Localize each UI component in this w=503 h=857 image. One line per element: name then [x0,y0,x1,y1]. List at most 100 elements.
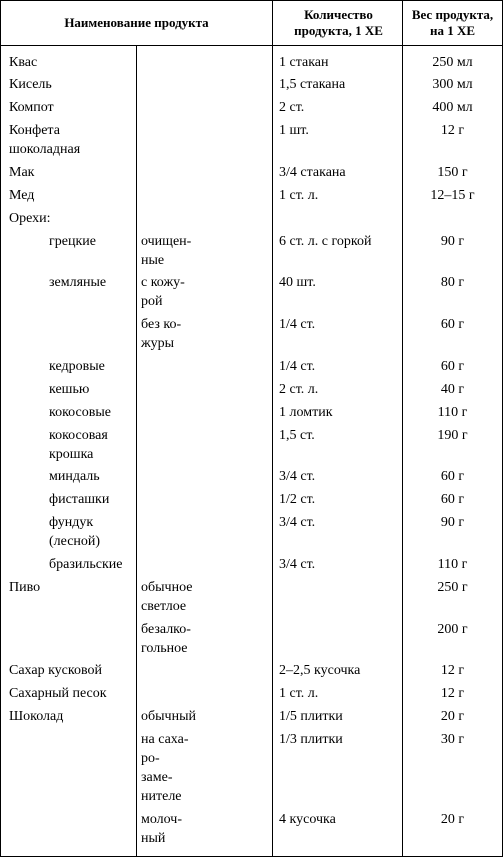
cell-name-b [137,512,273,554]
cell-weight: 250 г [403,577,503,619]
cell-qty: 1 ломтик [273,402,403,425]
header-weight: Вес продукта, на 1 ХЕ [403,1,503,46]
cell-name-a: бразильские [1,554,137,577]
cell-qty: 1,5 стакана [273,74,403,97]
table-row: кедровые 1/4 ст.60 г [1,356,503,379]
cell-weight: 110 г [403,402,503,425]
cell-name-b [137,402,273,425]
cell-qty: 1 стакан [273,52,403,75]
table-row: кешью 2 ст. л.40 г [1,379,503,402]
cell-name-a: Конфета шоколадная [1,120,137,162]
cell-name-b [137,554,273,577]
cell-qty: 3/4 ст. [273,466,403,489]
table-row: Сахарный песок 1 ст. л.12 г [1,683,503,706]
table-row: молоч-ный4 кусочка20 г [1,809,503,851]
cell-weight: 60 г [403,314,503,356]
table-row: миндаль 3/4 ст.60 г [1,466,503,489]
table-row: грецкиеочищен-ные6 ст. л. с горкой90 г [1,231,503,273]
table-row: бразильские 3/4 ст.110 г [1,554,503,577]
cell-weight: 12 г [403,660,503,683]
table-row: без ко-журы1/4 ст.60 г [1,314,503,356]
cell-weight: 60 г [403,356,503,379]
cell-name-a [1,809,137,851]
cell-weight: 400 мл [403,97,503,120]
cell-qty: 1/4 ст. [273,356,403,379]
table-row: Орехи: [1,208,503,231]
cell-weight: 200 г [403,619,503,661]
table-row: кокосовая крошка 1,5 ст.190 г [1,425,503,467]
cell-weight: 110 г [403,554,503,577]
cell-weight: 250 мл [403,52,503,75]
cell-name-a: Сахарный песок [1,683,137,706]
cell-weight: 40 г [403,379,503,402]
cell-name-b [137,660,273,683]
cell-weight [403,208,503,231]
cell-name-b: на саха-ро-заме-нителе [137,729,273,809]
cell-qty: 1 ст. л. [273,683,403,706]
cell-qty: 1/4 ст. [273,314,403,356]
cell-name-a: фундук (лесной) [1,512,137,554]
cell-name-b: обычный [137,706,273,729]
cell-weight: 80 г [403,272,503,314]
cell-name-b: молоч-ный [137,809,273,851]
table-row: Мед1 ст. л.12–15 г [1,185,503,208]
cell-name-b [137,120,273,162]
cell-qty: 1/2 ст. [273,489,403,512]
cell-weight: 60 г [403,466,503,489]
cell-name-b [137,683,273,706]
table-row: фундук (лесной) 3/4 ст.90 г [1,512,503,554]
cell-qty: 1 ст. л. [273,185,403,208]
cell-name-a: Пиво [1,577,137,619]
table-row: Квас 1 стакан250 мл [1,52,503,75]
cell-qty: 4 кусочка [273,809,403,851]
cell-qty: 1,5 ст. [273,425,403,467]
header-qty: Количество продукта, 1 ХЕ [273,1,403,46]
cell-qty: 3/4 ст. [273,554,403,577]
table-row: земляныес кожу-рой40 шт.80 г [1,272,503,314]
cell-qty: 2 ст. л. [273,379,403,402]
cell-qty: 40 шт. [273,272,403,314]
cell-name-b [137,466,273,489]
cell-name-b [137,489,273,512]
cell-name-a: Шоколад [1,706,137,729]
cell-qty: 1/3 плитки [273,729,403,809]
cell-weight: 90 г [403,231,503,273]
cell-name-b: обычноесветлое [137,577,273,619]
cell-name-a: Мак [1,162,137,185]
table-row: фисташки 1/2 ст.60 г [1,489,503,512]
cell-name-b: с кожу-рой [137,272,273,314]
cell-weight: 60 г [403,489,503,512]
cell-name-a: Сахар кусковой [1,660,137,683]
cell-name-b [137,74,273,97]
cell-qty [273,208,403,231]
cell-qty: 3/4 ст. [273,512,403,554]
cell-qty: 2 ст. [273,97,403,120]
cell-weight: 12 г [403,120,503,162]
table-row: Кисель 1,5 стакана300 мл [1,74,503,97]
cell-qty: 2–2,5 кусочка [273,660,403,683]
cell-weight: 300 мл [403,74,503,97]
cell-name-a: фисташки [1,489,137,512]
cell-name-a: земляные [1,272,137,314]
cell-name-a: Квас [1,52,137,75]
cell-name-b: без ко-журы [137,314,273,356]
cell-name-a: Компот [1,97,137,120]
cell-name-a: миндаль [1,466,137,489]
header-name: Наименование продукта [1,1,273,46]
cell-name-a: грецкие [1,231,137,273]
cell-weight: 190 г [403,425,503,467]
cell-name-a: Кисель [1,74,137,97]
cell-qty: 6 ст. л. с горкой [273,231,403,273]
food-xe-table: Наименование продукта Количество продукт… [0,0,503,857]
cell-weight: 90 г [403,512,503,554]
cell-name-a: кешью [1,379,137,402]
cell-name-a: кедровые [1,356,137,379]
cell-weight: 20 г [403,809,503,851]
cell-weight: 12 г [403,683,503,706]
table-row: Конфета шоколадная1 шт.12 г [1,120,503,162]
cell-name-a: кокосовая крошка [1,425,137,467]
cell-weight: 150 г [403,162,503,185]
table-row: Шоколадобычный1/5 плитки20 г [1,706,503,729]
cell-name-a [1,314,137,356]
cell-name-b [137,425,273,467]
